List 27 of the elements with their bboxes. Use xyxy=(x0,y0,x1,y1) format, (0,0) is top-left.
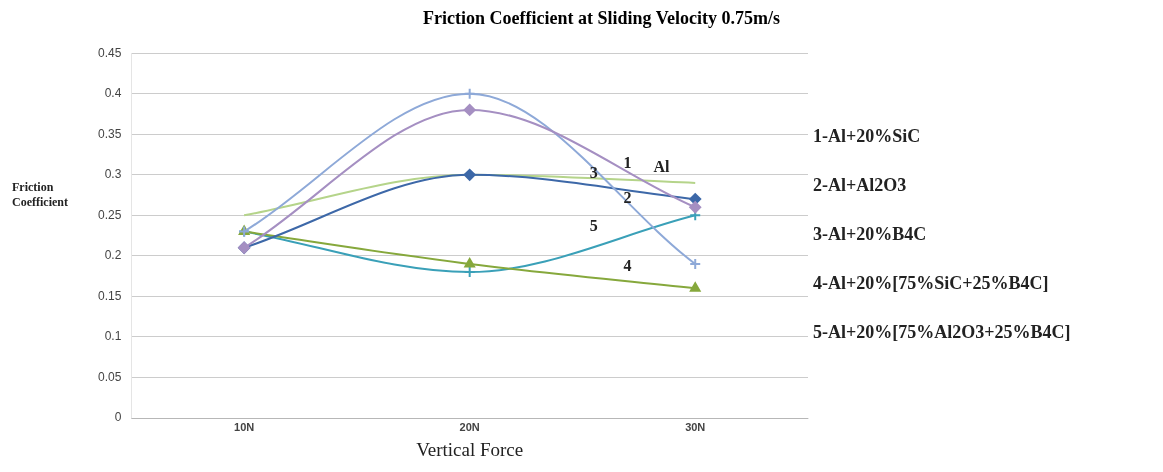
y-tick-label: 0.4 xyxy=(104,86,122,101)
y-tick-label: 0 xyxy=(114,410,122,425)
series-label: 3 xyxy=(589,164,598,182)
y-tick-label: 0.05 xyxy=(98,369,122,384)
y-tick-label: 0.1 xyxy=(104,329,122,344)
text: 5-Al+20%[75%Al2O3+25%B4C] xyxy=(813,322,1071,344)
series-label: 4 xyxy=(623,257,632,275)
y-tick-label: 0.45 xyxy=(98,45,122,60)
text: 4-Al+20%[75%SiC+25%B4C] xyxy=(813,273,1050,295)
text: 2-Al+Al2O3 xyxy=(813,175,908,197)
y-tick-label: 0.35 xyxy=(98,126,122,141)
y-tick-label: 0.3 xyxy=(104,167,122,182)
series-label: 2 xyxy=(623,189,632,207)
y-axis-title: Friction Coefficient xyxy=(12,179,68,209)
y-tick-label: 0.25 xyxy=(98,207,122,222)
text: 3-Al+20%B4C xyxy=(813,224,928,246)
series-label: 1 xyxy=(623,154,632,172)
y-tick-label: 0.2 xyxy=(104,248,122,263)
x-tick-label: 30N xyxy=(685,420,706,433)
series-label: Al xyxy=(653,157,670,175)
x-tick-label: 10N xyxy=(234,420,255,433)
x-tick-label: 20N xyxy=(459,420,480,433)
y-tick-label: 0.15 xyxy=(98,288,122,303)
text: 1-Al+20%SiC xyxy=(813,126,922,148)
series-label: 5 xyxy=(589,217,598,235)
x-axis-title: Vertical Force xyxy=(416,438,524,460)
chart-title: Friction Coefficient at Sliding Velocity 0.75m/s xyxy=(422,8,781,30)
